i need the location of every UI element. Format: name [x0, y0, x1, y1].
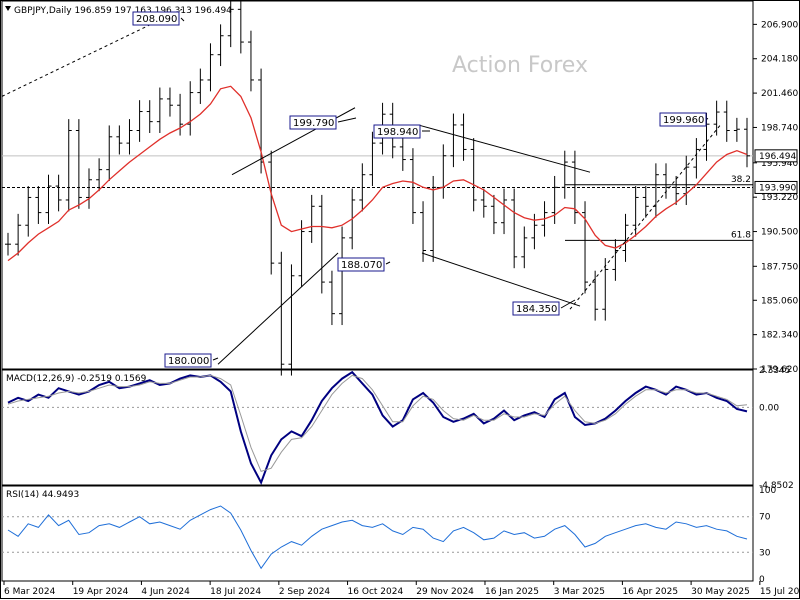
- price-axis-label: 185.060: [761, 296, 798, 306]
- date-axis-label: 16 Apr 2025: [622, 587, 678, 597]
- date-axis-label: 2 Sep 2024: [279, 587, 331, 597]
- date-axis-label: 18 Jul 2024: [210, 587, 261, 597]
- level-price-label: 193.990: [759, 183, 796, 193]
- price-axis-label: 201.460: [761, 89, 798, 99]
- rsi-header-text: RSI(14) 44.9493: [6, 490, 79, 500]
- current-price-label: 196.494: [759, 152, 796, 162]
- price-axis-label: 190.500: [761, 228, 798, 238]
- main-header-text: GBPJPY,Daily 196.859 197.163 196.313 196…: [14, 6, 232, 16]
- price-axis-label: 187.750: [761, 262, 798, 272]
- pivot-label-box: [289, 115, 337, 130]
- pivot-connector: [180, 17, 185, 22]
- pivot-label-text: 184.350: [516, 304, 557, 315]
- pivot-connector: [212, 357, 219, 361]
- date-axis-label: 30 May 2025: [691, 587, 750, 597]
- rsi-axis-label: 0: [759, 575, 765, 585]
- date-axis-label: 16 Jan 2025: [485, 587, 539, 597]
- pivot-label-box: [512, 301, 560, 316]
- date-axis-label: 29 Nov 2024: [416, 587, 474, 597]
- pivot-label-box: [132, 11, 180, 26]
- header-dropdown-icon[interactable]: [5, 6, 11, 11]
- date-axis-label: 16 Oct 2024: [348, 587, 404, 597]
- rsi-series-line: [7, 505, 748, 570]
- date-axis-label: 6 Mar 2024: [4, 587, 56, 597]
- date-axis-label: 4 Jun 2024: [141, 587, 190, 597]
- pivot-label-text: 199.960: [663, 115, 704, 126]
- price-axis-label: 198.740: [761, 123, 798, 133]
- channel-lower-line: [217, 252, 339, 365]
- pane-border-2: [1, 369, 754, 486]
- fib-level-label: 38.2: [731, 175, 751, 185]
- pivot-connector: [560, 299, 576, 309]
- price-axis-label: 182.340: [761, 331, 798, 341]
- pivot-label-box: [373, 124, 421, 139]
- pivot-label-text: 208.090: [136, 14, 177, 25]
- pivot-connector: [337, 117, 357, 123]
- macd-series-signal: [7, 374, 748, 473]
- rsi-axis-label: 30: [759, 548, 771, 558]
- macd-axis-label: 2.3345: [759, 366, 791, 376]
- rsi-axis-label: 100: [759, 486, 776, 496]
- pivot-label-text: 180.000: [168, 356, 209, 367]
- pivot-label-text: 198.940: [377, 127, 418, 138]
- fib-level-label: 61.8: [731, 230, 751, 240]
- pivot-label-box: [659, 112, 707, 127]
- pivot-label-box: [164, 353, 212, 368]
- macd-header-text: MACD(12,26,9) -0.2519 0.1569: [6, 374, 147, 384]
- watermark-text: Action Forex: [452, 53, 588, 78]
- price-axis-label: 193.220: [761, 193, 798, 203]
- channel-lower-line-2: [421, 252, 581, 307]
- macd-axis-label: 0.00: [759, 403, 779, 413]
- macd-axis-label: -4.8502: [759, 481, 794, 491]
- pivot-label-box: [337, 257, 385, 272]
- price-axis-label: 204.180: [761, 55, 798, 65]
- price-axis-label: 206.900: [761, 20, 798, 30]
- pane-border-3: [1, 485, 754, 582]
- pivot-label-text: 188.070: [341, 260, 382, 271]
- date-axis-label: 3 Mar 2025: [554, 587, 605, 597]
- pivot-connector: [385, 261, 391, 265]
- channel-upper-line-2: [419, 124, 591, 173]
- price-axis-label: 195.940: [761, 159, 798, 169]
- price-axis-label: 179.620: [761, 365, 798, 375]
- date-axis-label: 19 Apr 2024: [73, 587, 129, 597]
- rsi-axis-label: 70: [759, 513, 771, 523]
- level-price-box: [754, 180, 798, 194]
- current-price-box: [754, 149, 798, 163]
- pivot-label-text: 199.790: [293, 118, 334, 129]
- date-axis-label: 15 Jul 2025: [760, 587, 800, 597]
